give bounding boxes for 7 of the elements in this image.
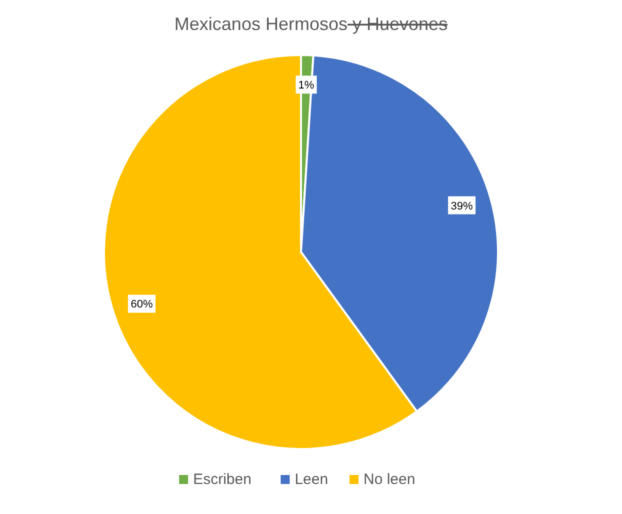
data-label: 1% (298, 80, 314, 92)
data-label: 39% (450, 200, 474, 212)
legend-label: No leen (364, 471, 416, 488)
legend-label: Leen (294, 471, 328, 488)
legend-label: Escriben (193, 471, 252, 488)
chart-title: Mexicanos Hermosos y Huevones (174, 14, 448, 34)
data-label: 60% (130, 298, 153, 311)
